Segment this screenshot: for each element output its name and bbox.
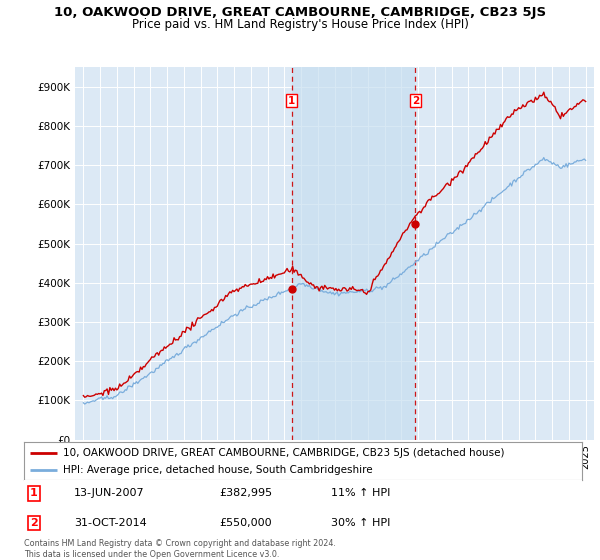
Bar [292,67,415,440]
Text: Contains HM Land Registry data © Crown copyright and database right 2024.
This d: Contains HM Land Registry data © Crown c… [24,539,336,559]
Text: 30% ↑ HPI: 30% ↑ HPI [331,518,390,528]
Text: 10, OAKWOOD DRIVE, GREAT CAMBOURNE, CAMBRIDGE, CB23 5JS (detached house): 10, OAKWOOD DRIVE, GREAT CAMBOURNE, CAMB… [63,447,505,458]
Text: £382,995: £382,995 [220,488,272,498]
Text: 2: 2 [412,96,419,106]
Text: HPI: Average price, detached house, South Cambridgeshire: HPI: Average price, detached house, Sout… [63,465,373,475]
Text: 13-JUN-2007: 13-JUN-2007 [74,488,145,498]
Text: £550,000: £550,000 [220,518,272,528]
Text: 2: 2 [30,518,38,528]
Text: 1: 1 [30,488,38,498]
Text: 1: 1 [288,96,295,106]
Text: Price paid vs. HM Land Registry's House Price Index (HPI): Price paid vs. HM Land Registry's House … [131,18,469,31]
Text: 10, OAKWOOD DRIVE, GREAT CAMBOURNE, CAMBRIDGE, CB23 5JS: 10, OAKWOOD DRIVE, GREAT CAMBOURNE, CAMB… [54,6,546,18]
Text: 31-OCT-2014: 31-OCT-2014 [74,518,147,528]
Text: 11% ↑ HPI: 11% ↑ HPI [331,488,390,498]
